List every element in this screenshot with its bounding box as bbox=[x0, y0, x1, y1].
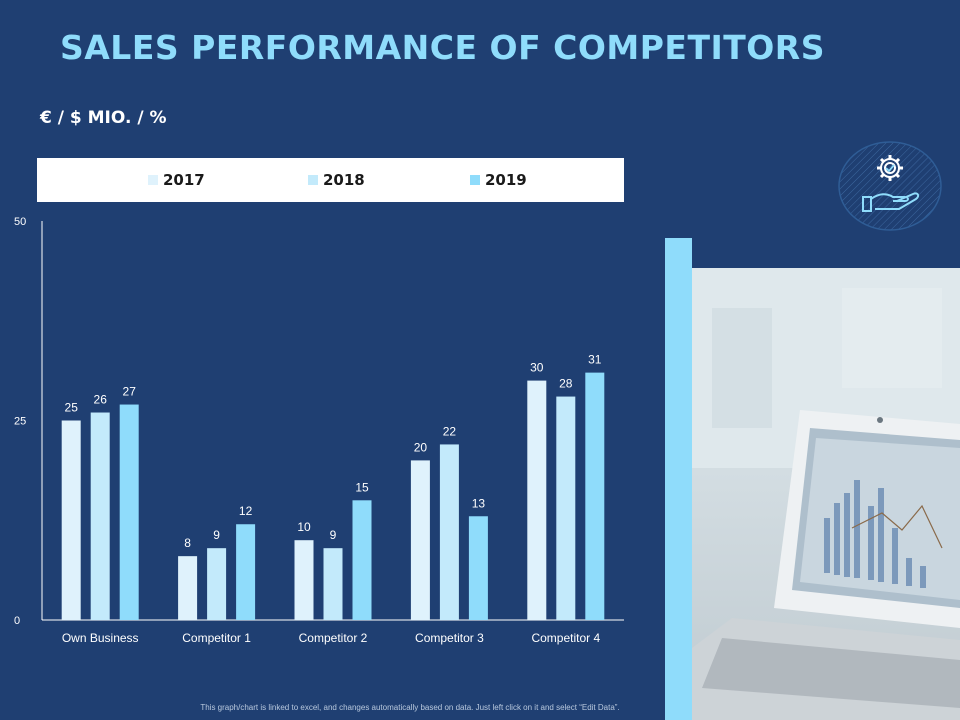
y-tick-label: 0 bbox=[14, 615, 20, 627]
bar-2018 bbox=[439, 444, 459, 620]
data-label: 10 bbox=[297, 520, 311, 534]
data-label: 20 bbox=[414, 440, 428, 454]
footnote: This graph/chart is linked to excel, and… bbox=[200, 703, 620, 712]
accent-bar bbox=[665, 238, 692, 720]
laptop-photo-panel bbox=[665, 238, 960, 720]
bar-2018 bbox=[556, 396, 576, 620]
legend-item-2018: 2018 bbox=[308, 171, 365, 189]
data-label: 12 bbox=[239, 504, 253, 518]
x-tick-label: Own Business bbox=[62, 631, 139, 645]
bar-2018 bbox=[90, 412, 110, 620]
x-tick-label: Competitor 1 bbox=[182, 631, 251, 645]
bar-2019 bbox=[352, 500, 372, 620]
bar-2017 bbox=[178, 556, 198, 620]
data-label: 26 bbox=[94, 393, 108, 407]
y-tick-label: 50 bbox=[14, 216, 26, 228]
data-label: 31 bbox=[588, 353, 602, 367]
bar-2017 bbox=[61, 420, 81, 620]
data-label: 13 bbox=[472, 496, 486, 510]
data-label: 28 bbox=[559, 377, 573, 391]
data-label: 15 bbox=[355, 480, 369, 494]
data-label: 27 bbox=[123, 385, 137, 399]
bar-2019 bbox=[468, 516, 488, 620]
data-label: 8 bbox=[184, 536, 191, 550]
data-label: 30 bbox=[530, 361, 544, 375]
legend-swatch bbox=[470, 175, 480, 185]
legend-label: 2018 bbox=[323, 171, 365, 189]
x-tick-label: Competitor 2 bbox=[299, 631, 368, 645]
legend-item-2019: 2019 bbox=[470, 171, 527, 189]
laptop-photo bbox=[692, 268, 960, 720]
bar-2019 bbox=[585, 372, 605, 620]
legend-swatch bbox=[148, 175, 158, 185]
y-tick-label: 25 bbox=[14, 416, 26, 428]
bar-2017 bbox=[527, 380, 547, 620]
x-tick-label: Competitor 3 bbox=[415, 631, 484, 645]
page-title: SALES PERFORMANCE OF COMPETITORS bbox=[60, 28, 825, 67]
bar-chart: 0 25 50 25 26 27 Own Business 8 9 12 Competitor 1 1… bbox=[14, 216, 624, 645]
legend-item-2017: 2017 bbox=[148, 171, 205, 189]
legend-label: 2019 bbox=[485, 171, 527, 189]
units-label: € / $ MIO. / % bbox=[40, 108, 167, 128]
bar-2018 bbox=[323, 548, 343, 620]
bar-2017 bbox=[410, 460, 430, 620]
bar-2019 bbox=[236, 524, 256, 620]
bar-2017 bbox=[294, 540, 314, 620]
bar-2019 bbox=[119, 404, 139, 620]
legend-swatch bbox=[308, 175, 318, 185]
data-label: 25 bbox=[65, 401, 79, 415]
gear-hand-icon bbox=[838, 141, 942, 231]
chart-legend: 2017 2018 2019 bbox=[37, 158, 624, 202]
x-tick-label: Competitor 4 bbox=[531, 631, 600, 645]
laptop-illustration bbox=[692, 268, 960, 720]
data-label: 9 bbox=[330, 528, 337, 542]
bar-2018 bbox=[207, 548, 227, 620]
data-label: 22 bbox=[443, 424, 457, 438]
data-label: 9 bbox=[213, 528, 220, 542]
legend-label: 2017 bbox=[163, 171, 205, 189]
